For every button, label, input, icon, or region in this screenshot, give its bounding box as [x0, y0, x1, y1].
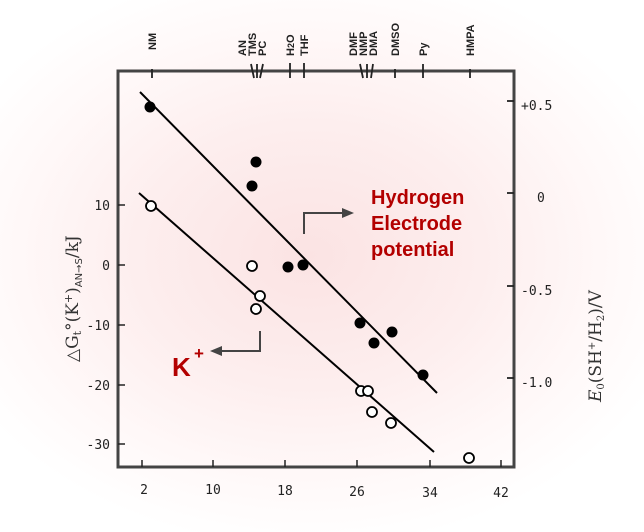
solvent-label-h2o: H2O	[285, 34, 297, 56]
series-hydrogen-points	[144, 101, 429, 381]
data-point	[354, 317, 366, 329]
y-axis-ticks	[118, 204, 125, 445]
data-point	[463, 452, 475, 464]
data-point	[386, 326, 398, 338]
svg-text:Electrode: Electrode	[371, 213, 462, 235]
y-tick-label: 10	[94, 199, 110, 214]
data-point	[254, 290, 266, 302]
fit-line-k	[138, 192, 435, 453]
arrow-left-icon	[210, 346, 222, 356]
svg-text:Hydrogen: Hydrogen	[371, 187, 464, 209]
solvent-label-dmso: DMSO	[390, 23, 402, 56]
hydrogen-annotation-arrow	[303, 212, 342, 234]
plot-frame	[116, 69, 516, 469]
fit-line-hydrogen	[139, 91, 438, 394]
data-point	[250, 156, 262, 168]
y2-axis-labels: +0.5 0 -0.5 -1.0	[521, 99, 552, 391]
solvent-label-tms: TMS	[247, 33, 259, 56]
k-annotation-text: K +	[172, 344, 204, 382]
data-point	[144, 101, 156, 113]
x-tick-label: 2	[140, 483, 148, 498]
svg-text:potential: potential	[371, 239, 454, 261]
solvent-label-thf: THF	[299, 34, 311, 56]
svg-text:+: +	[194, 344, 204, 363]
y-axis-labels: 10 0 -10 -20 -30	[87, 199, 110, 453]
solvent-label-dmf: DMF	[348, 32, 360, 56]
x-axis-labels: 2 10 18 26 34 42	[140, 483, 509, 501]
data-point	[282, 261, 294, 273]
y-tick-label: -10	[87, 319, 110, 334]
y-tick-label: 0	[102, 259, 110, 274]
data-point	[246, 180, 258, 192]
y2-axis-ticks	[507, 100, 514, 379]
solvent-label-pc: PC	[257, 41, 269, 56]
solvent-label-nm: NM	[147, 33, 159, 50]
y2-axis-title: E0(SH+/H2)/V	[586, 289, 607, 403]
y2-tick-label: -1.0	[521, 376, 552, 391]
data-point	[297, 259, 309, 271]
y2-tick-label: 0	[537, 191, 545, 206]
x-tick-label: 18	[277, 484, 293, 499]
x-tick-label: 10	[205, 483, 221, 498]
y-axis-title: △Gt°(K+)AN→S/kJ	[62, 235, 85, 362]
solvent-label-nmp: NMP	[358, 32, 370, 56]
solvent-label-an: AN	[237, 40, 249, 56]
solvent-label-py: Py	[418, 42, 430, 56]
hydrogen-annotation-text: Hydrogen Electrode potential	[371, 187, 464, 261]
y2-tick-label: +0.5	[521, 99, 552, 114]
y-tick-label: -20	[87, 379, 110, 394]
x-tick-label: 26	[349, 485, 365, 500]
svg-text:K: K	[172, 352, 191, 382]
top-solvent-ticks	[151, 63, 471, 79]
data-point	[366, 406, 378, 418]
data-point	[417, 369, 429, 381]
series-k-points	[145, 200, 475, 464]
x-axis-ticks	[141, 460, 502, 467]
y-tick-label: -30	[87, 438, 110, 453]
top-solvent-labels: NM AN TMS PC H2O THF DMF NMP DMA DMSO Py…	[147, 23, 477, 56]
data-point	[246, 260, 258, 272]
solvent-label-dma: DMA	[368, 31, 380, 56]
data-point	[362, 385, 374, 397]
data-point	[385, 417, 397, 429]
data-point	[250, 303, 262, 315]
solvent-label-hmpa: HMPA	[465, 24, 477, 56]
arrow-right-icon	[342, 208, 354, 218]
data-point	[368, 337, 380, 349]
data-point	[145, 200, 157, 212]
x-tick-label: 34	[422, 486, 438, 501]
y2-tick-label: -0.5	[521, 284, 552, 299]
k-annotation-arrow	[222, 331, 261, 352]
x-tick-label: 42	[493, 486, 509, 501]
